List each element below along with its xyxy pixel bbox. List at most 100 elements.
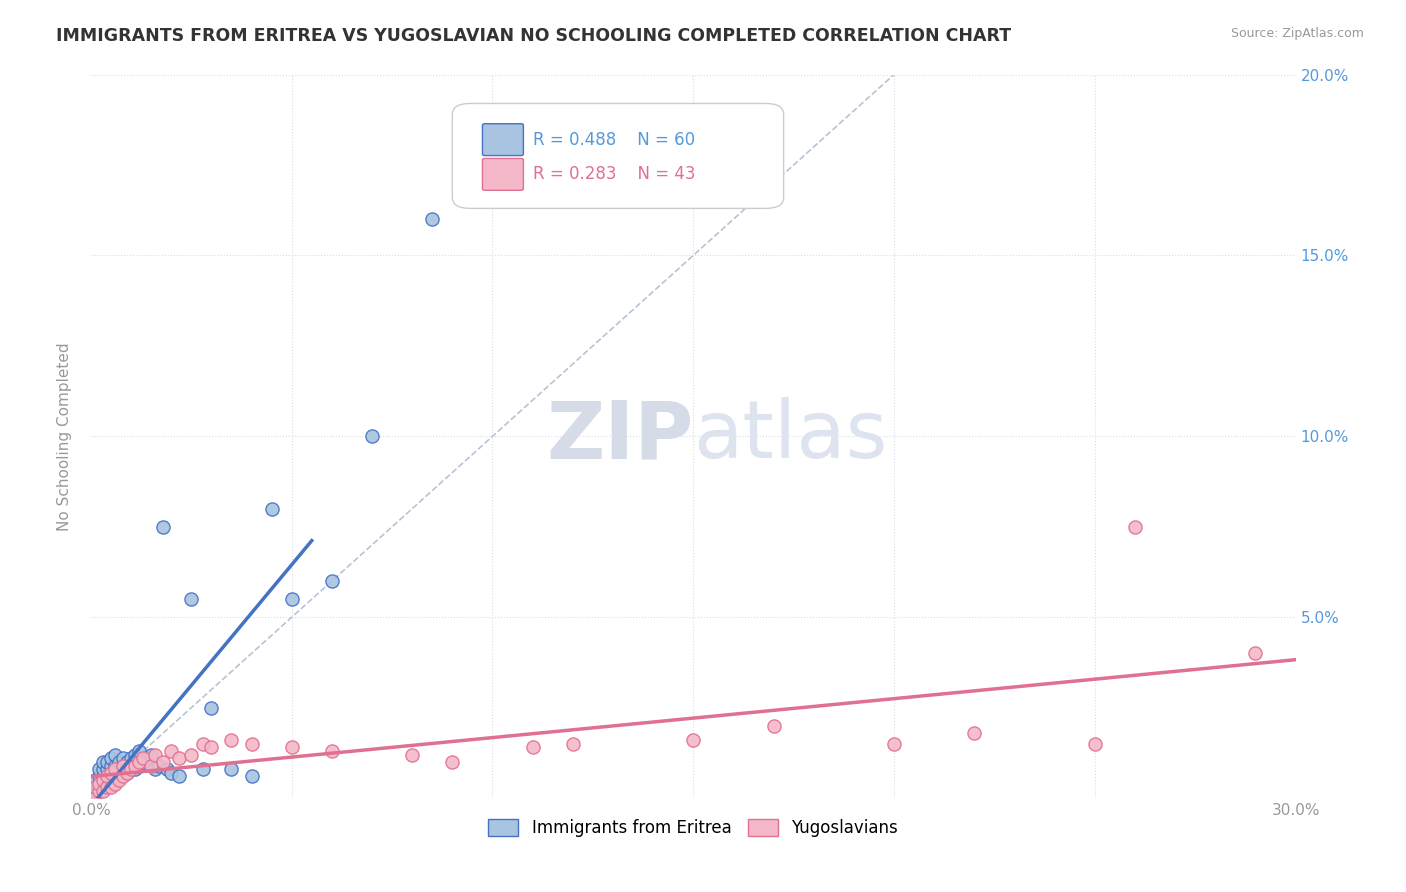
Point — [91, 769, 114, 783]
Point — [100, 769, 122, 783]
Point — [96, 769, 118, 783]
Point — [91, 780, 114, 795]
FancyBboxPatch shape — [482, 124, 523, 155]
Point — [321, 574, 343, 588]
Point — [240, 769, 263, 783]
Point — [91, 772, 114, 787]
Point — [104, 747, 127, 762]
Point — [91, 755, 114, 769]
Point — [124, 758, 146, 772]
Point — [124, 762, 146, 776]
Point — [180, 592, 202, 607]
Point — [96, 780, 118, 795]
Point — [84, 780, 107, 795]
Point — [100, 772, 122, 787]
Point — [104, 762, 127, 776]
Point — [112, 765, 135, 780]
Point — [115, 755, 138, 769]
Point — [152, 755, 174, 769]
Point — [87, 769, 110, 783]
Point — [420, 212, 443, 227]
Point — [762, 719, 785, 733]
Point — [280, 592, 302, 607]
Point — [112, 758, 135, 772]
Point — [280, 740, 302, 755]
Point — [128, 755, 150, 769]
Point — [132, 755, 155, 769]
Point — [91, 784, 114, 798]
Point — [96, 769, 118, 783]
Point — [84, 788, 107, 802]
Point — [115, 765, 138, 780]
Point — [128, 744, 150, 758]
Point — [120, 751, 142, 765]
Point — [91, 762, 114, 776]
Point — [401, 747, 423, 762]
Point — [141, 747, 163, 762]
Text: R = 0.488    N = 60: R = 0.488 N = 60 — [533, 130, 695, 149]
Point — [100, 780, 122, 795]
Point — [200, 740, 222, 755]
Point — [221, 733, 243, 747]
Point — [682, 733, 704, 747]
Point — [112, 769, 135, 783]
Point — [84, 788, 107, 802]
Text: ZIP: ZIP — [546, 397, 693, 475]
Point — [143, 762, 166, 776]
Point — [115, 765, 138, 780]
Point — [108, 755, 131, 769]
Point — [180, 747, 202, 762]
Point — [112, 751, 135, 765]
FancyBboxPatch shape — [482, 159, 523, 190]
Point — [104, 772, 127, 787]
Point — [87, 780, 110, 795]
Point — [120, 762, 142, 776]
Point — [143, 747, 166, 762]
Point — [100, 751, 122, 765]
Point — [87, 784, 110, 798]
Text: R = 0.283    N = 43: R = 0.283 N = 43 — [533, 165, 696, 184]
Point — [260, 501, 283, 516]
Point — [156, 762, 179, 776]
Point — [141, 758, 163, 772]
Point — [87, 784, 110, 798]
Point — [1084, 737, 1107, 751]
Point — [128, 758, 150, 772]
Point — [883, 737, 905, 751]
Point — [91, 777, 114, 791]
Point — [1123, 520, 1146, 534]
Point — [84, 784, 107, 798]
FancyBboxPatch shape — [453, 103, 783, 209]
Point — [522, 740, 544, 755]
Point — [84, 780, 107, 795]
Point — [84, 772, 107, 787]
Point — [221, 762, 243, 776]
Text: atlas: atlas — [693, 397, 887, 475]
Point — [87, 762, 110, 776]
Text: Source: ZipAtlas.com: Source: ZipAtlas.com — [1230, 27, 1364, 40]
Point — [1244, 647, 1267, 661]
Y-axis label: No Schooling Completed: No Schooling Completed — [58, 342, 72, 531]
Point — [136, 751, 159, 765]
Point — [240, 737, 263, 751]
Point — [112, 758, 135, 772]
Point — [104, 777, 127, 791]
Point — [87, 777, 110, 791]
Point — [108, 772, 131, 787]
Point — [120, 762, 142, 776]
Point — [87, 777, 110, 791]
Point — [200, 700, 222, 714]
Text: IMMIGRANTS FROM ERITREA VS YUGOSLAVIAN NO SCHOOLING COMPLETED CORRELATION CHART: IMMIGRANTS FROM ERITREA VS YUGOSLAVIAN N… — [56, 27, 1011, 45]
Point — [169, 769, 191, 783]
Point — [193, 737, 215, 751]
Point — [96, 762, 118, 776]
Point — [108, 769, 131, 783]
Point — [100, 765, 122, 780]
Point — [441, 755, 464, 769]
Point — [963, 726, 986, 740]
Point — [100, 758, 122, 772]
Point — [148, 758, 170, 772]
Point — [169, 751, 191, 765]
Point — [561, 737, 583, 751]
Point — [152, 520, 174, 534]
